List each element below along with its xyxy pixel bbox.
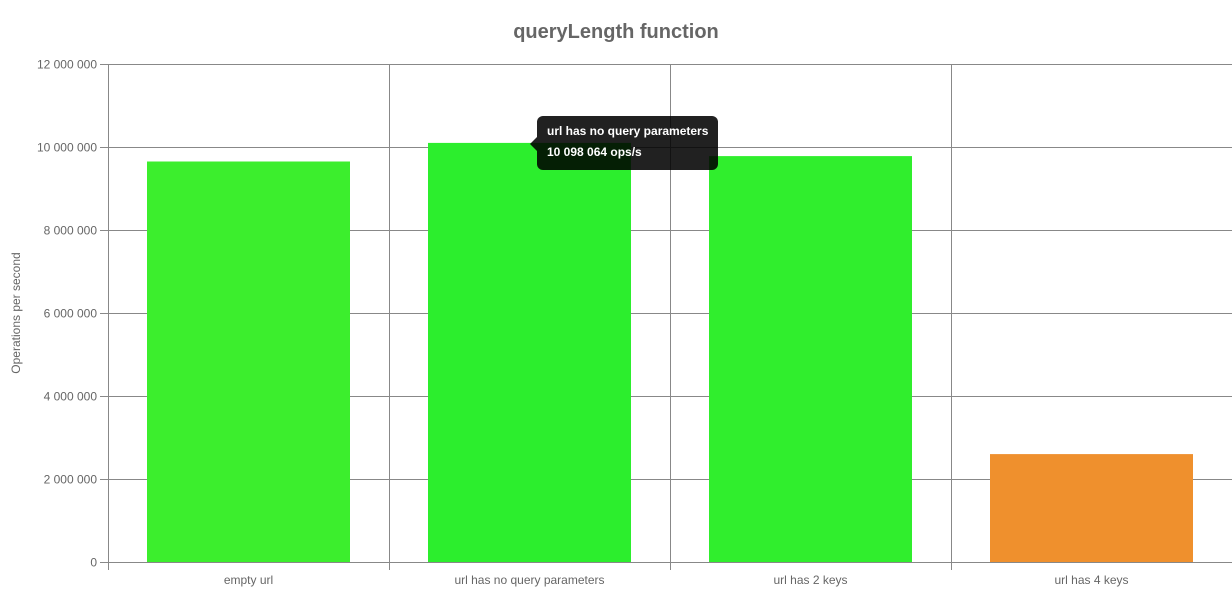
y-tick-label: 4 000 000: [44, 390, 98, 404]
bar[interactable]: [990, 454, 1193, 562]
axes: [108, 64, 1232, 570]
bars: [147, 142, 1193, 563]
tooltip-value: 10 098 064 ops/s: [547, 145, 642, 159]
y-tick-label: 12 000 000: [37, 58, 97, 72]
x-tick-label: url has 4 keys: [1054, 573, 1128, 587]
x-tick-label: url has 2 keys: [773, 573, 847, 587]
chart-title: queryLength function: [513, 21, 719, 43]
y-tick-labels: 0 2 000 000 4 000 000 6 000 000 8 000 000 10 …: [37, 58, 97, 570]
bar[interactable]: [147, 161, 350, 563]
bar[interactable]: [428, 142, 631, 562]
y-tick-label: 8 000 000: [44, 224, 98, 238]
y-tick-label: 6 000 000: [44, 307, 98, 321]
bar[interactable]: [709, 156, 912, 562]
bar-tooltip: url has no query parameters 10 098 064 o…: [530, 116, 718, 170]
x-tick-label: empty url: [224, 573, 273, 587]
x-tick-labels: empty url url has no query parameters url …: [224, 573, 1129, 587]
y-axis-label: Operations per second: [9, 252, 23, 373]
tooltip-title: url has no query parameters: [547, 124, 709, 138]
y-tick-label: 10 000 000: [37, 141, 97, 155]
y-tick-label: 2 000 000: [44, 473, 98, 487]
y-tick-label: 0: [90, 556, 97, 570]
x-tick-label: url has no query parameters: [454, 573, 604, 587]
